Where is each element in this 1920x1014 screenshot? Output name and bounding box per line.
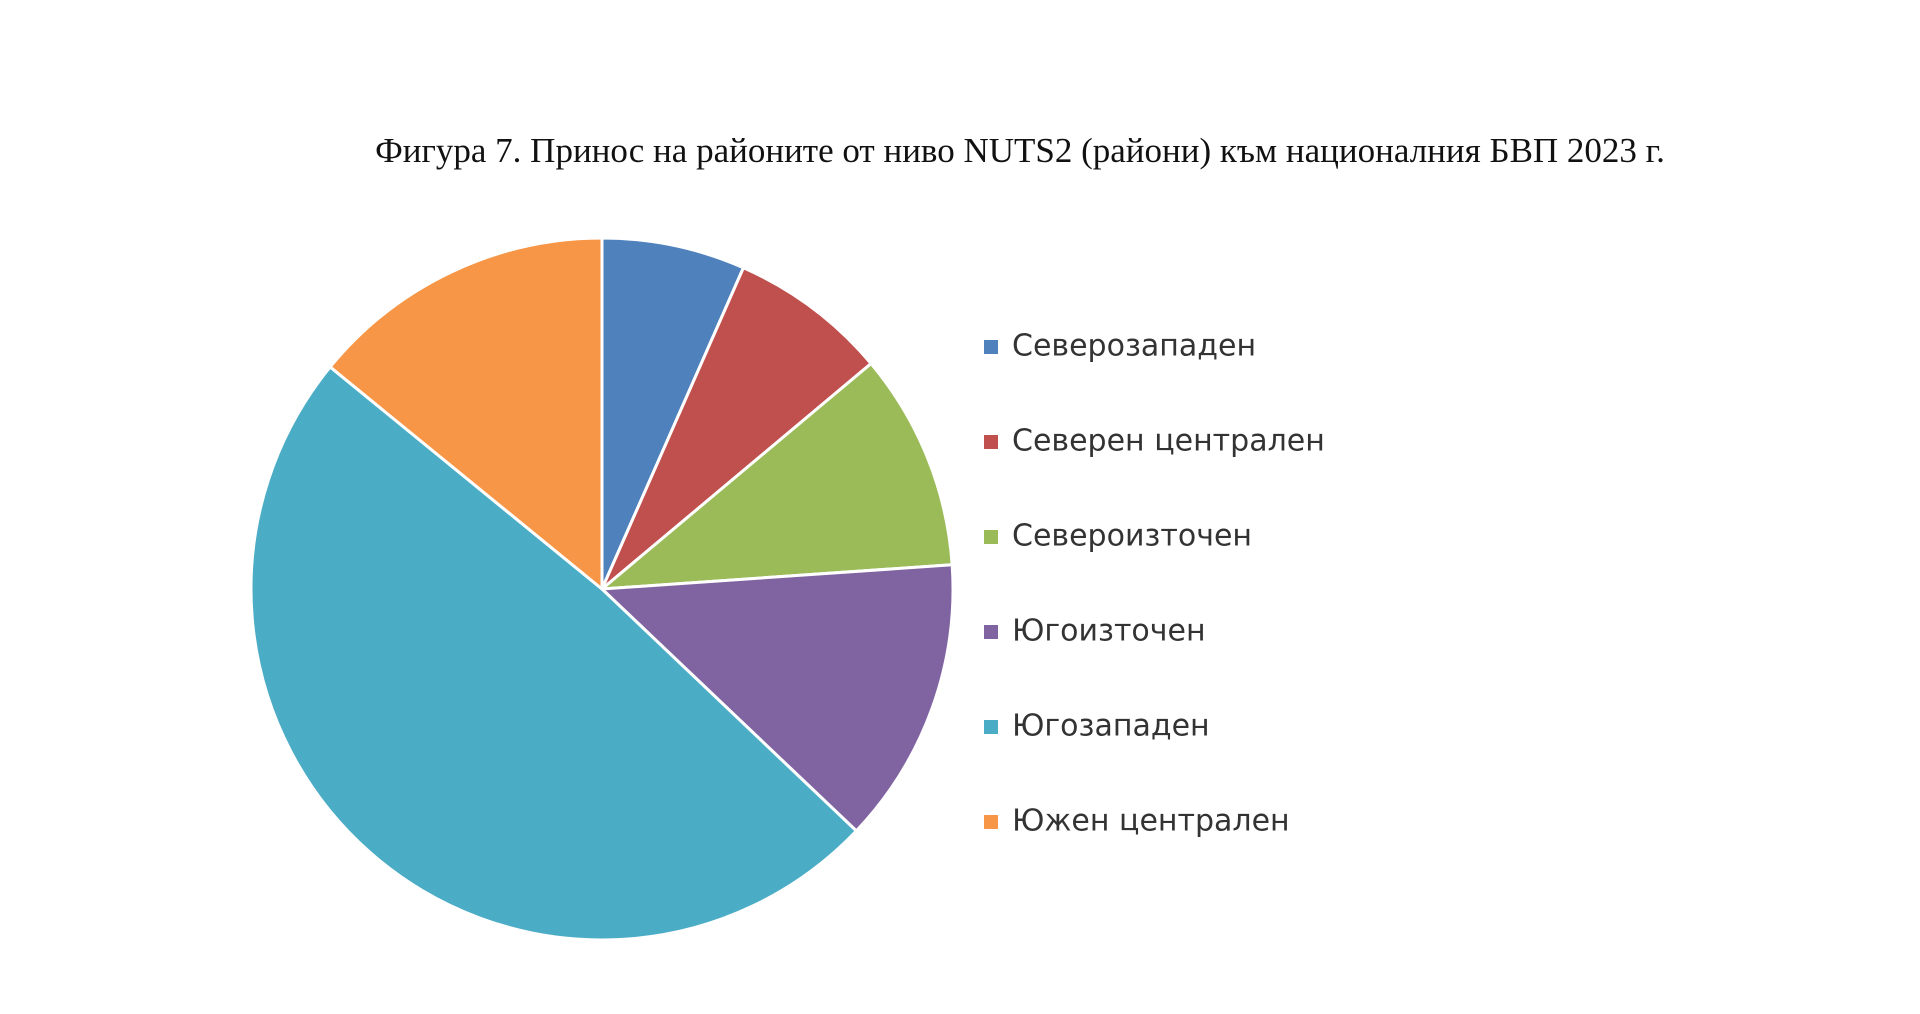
pie-slice bbox=[600, 265, 874, 591]
pie-slice bbox=[598, 563, 955, 834]
legend-swatch bbox=[984, 815, 998, 829]
legend-label: Северозападен bbox=[1012, 329, 1256, 364]
legend-swatch bbox=[984, 625, 998, 639]
legend-label: Югозападен bbox=[1012, 709, 1210, 744]
legend-label: Югоизточен bbox=[1012, 614, 1206, 649]
pie-slice bbox=[328, 236, 604, 593]
legend-label: Североизточен bbox=[1012, 519, 1252, 554]
pie-slice bbox=[249, 364, 859, 942]
legend-swatch bbox=[984, 340, 998, 354]
legend-swatch bbox=[984, 530, 998, 544]
chart-title: Фигура 7. Принос на районите от ниво NUT… bbox=[375, 131, 1665, 170]
legend-swatch bbox=[984, 435, 998, 449]
legend-swatch bbox=[984, 720, 998, 734]
legend-label: Южен централен bbox=[1012, 804, 1290, 839]
legend-label: Северен централен bbox=[1012, 424, 1325, 459]
pie-slice bbox=[597, 361, 954, 591]
pie-slice bbox=[600, 236, 746, 590]
